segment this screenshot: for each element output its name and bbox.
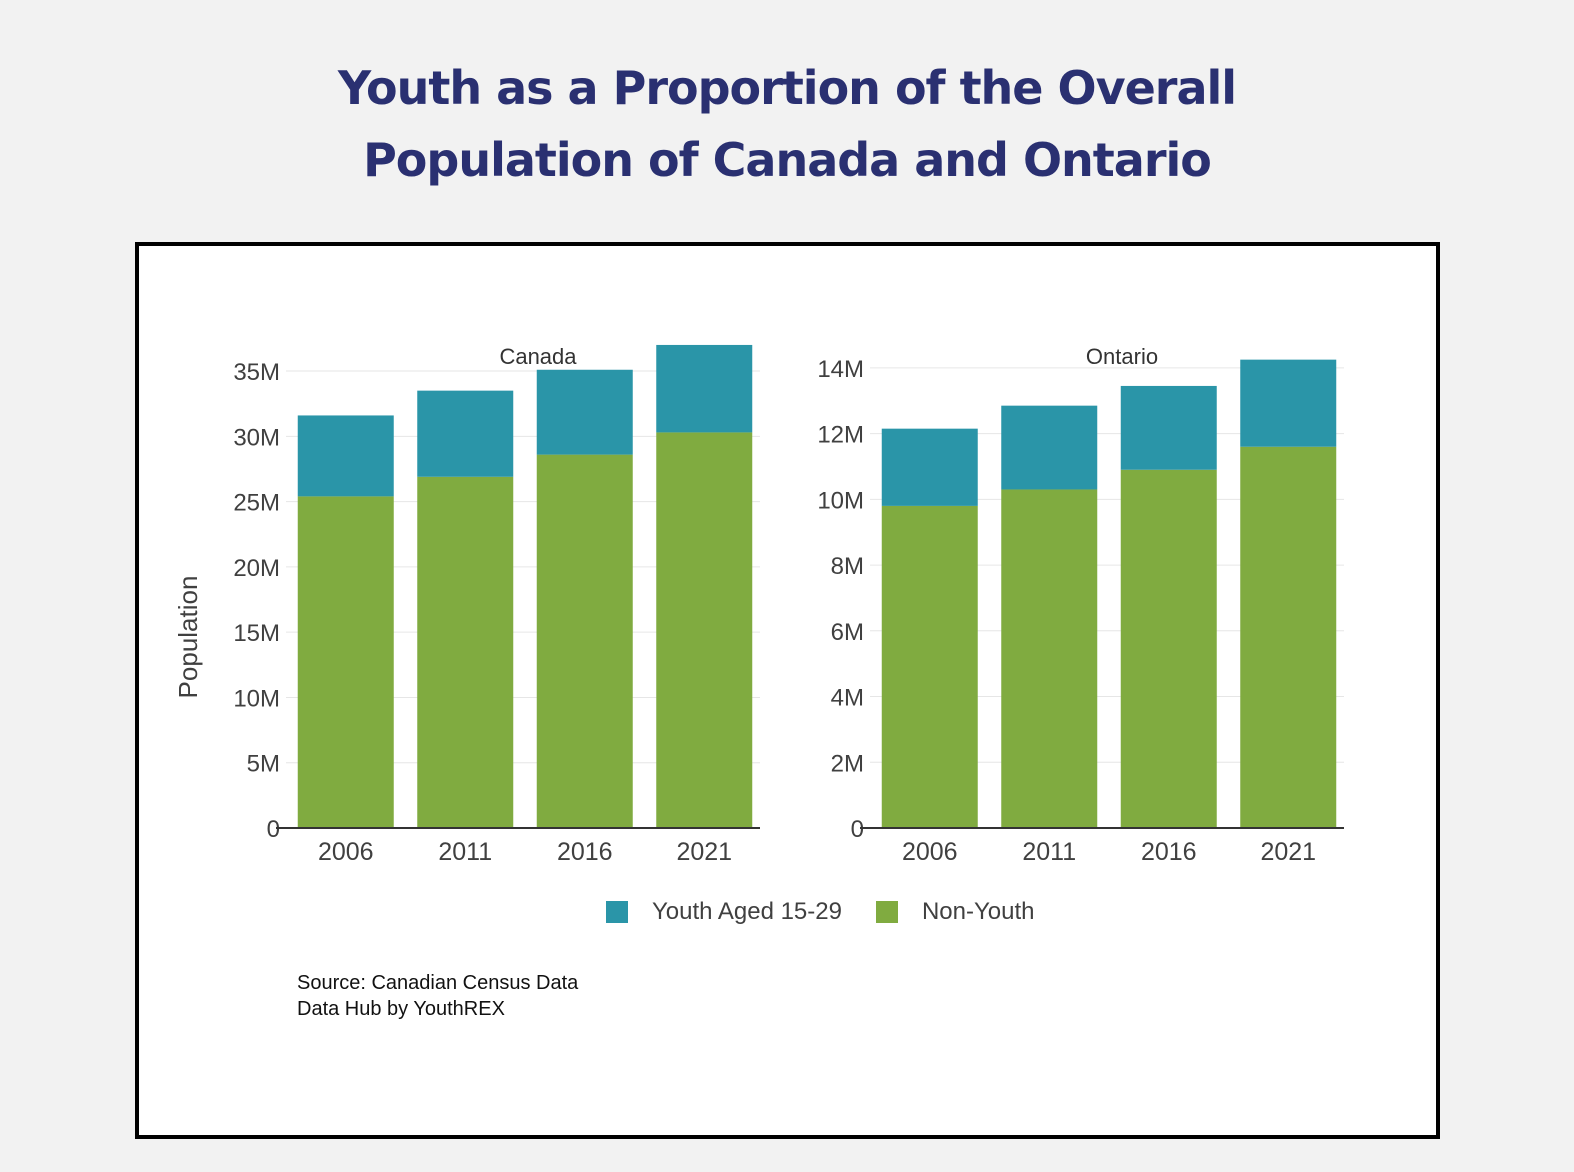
legend-label-youth: Youth Aged 15-29 xyxy=(652,898,842,925)
legend-item-youth: Youth Aged 15-29 xyxy=(606,898,842,926)
legend-label-non-youth: Non-Youth xyxy=(921,898,1035,925)
bar-ontario-2011-youth xyxy=(1001,405,1098,490)
ytick-label-ontario-7: 14M xyxy=(817,356,864,383)
bar-ontario-2011-non-youth xyxy=(1001,489,1098,828)
y-axis-label-canada: Population xyxy=(173,576,203,699)
legend-item-non-youth: Non-Youth xyxy=(875,898,1035,926)
ytick-label-canada-1: 5M xyxy=(247,751,280,778)
bar-canada-2011-non-youth xyxy=(417,476,514,828)
ytick-label-ontario-4: 8M xyxy=(831,553,864,580)
ytick-label-ontario-5: 10M xyxy=(817,487,864,514)
chart-frame: 0 5M 10M 15M 20M 25M 30M 35M 2006 2011 2016 2021 Can… xyxy=(135,242,1440,1139)
xtick-label-canada-2006: 2006 xyxy=(318,838,374,866)
chart-canvas: 0 5M 10M 15M 20M 25M 30M 35M 2006 2011 2016 2021 Can… xyxy=(173,344,1344,866)
page-title-line-1: Youth as a Proportion of the Overall xyxy=(337,61,1237,115)
page-title-line-2: Population of Canada and Ontario xyxy=(363,133,1212,187)
xtick-label-ontario-2016: 2016 xyxy=(1141,838,1197,866)
legend: Youth Aged 15-29 Non-Youth xyxy=(606,894,1069,930)
ytick-label-ontario-6: 12M xyxy=(817,422,864,449)
ytick-label-canada-7: 35M xyxy=(233,359,280,386)
panel-title-ontario: Ontario xyxy=(1086,344,1158,369)
bar-canada-2011-youth xyxy=(417,390,514,477)
bar-canada-2016-youth xyxy=(536,369,633,455)
xtick-label-canada-2011: 2011 xyxy=(438,838,492,866)
ytick-label-canada-2: 10M xyxy=(233,685,280,712)
xtick-label-canada-2016: 2016 xyxy=(557,838,613,866)
ytick-label-canada-3: 15M xyxy=(233,620,280,647)
ytick-label-canada-6: 30M xyxy=(233,424,280,451)
xtick-label-ontario-2021: 2021 xyxy=(1260,838,1316,866)
xtick-label-ontario-2011: 2011 xyxy=(1022,838,1076,866)
page-title: Youth as a Proportion of the Overall Pop… xyxy=(0,52,1574,196)
bar-ontario-2016-youth xyxy=(1120,385,1217,470)
xtick-label-ontario-2006: 2006 xyxy=(902,838,958,866)
ytick-label-ontario-3: 6M xyxy=(831,619,864,646)
bar-canada-2006-non-youth xyxy=(297,496,394,828)
panel-title-canada: Canada xyxy=(499,344,577,369)
bar-canada-2021-non-youth xyxy=(656,432,753,828)
ytick-label-ontario-2: 4M xyxy=(831,685,864,712)
bar-ontario-2016-non-youth xyxy=(1120,469,1217,828)
bar-ontario-2021-non-youth xyxy=(1240,446,1337,828)
bar-canada-2016-non-youth xyxy=(536,454,633,828)
bar-canada-2006-youth xyxy=(297,415,394,497)
ytick-label-ontario-0: 0 xyxy=(851,816,864,843)
bar-ontario-2006-youth xyxy=(881,428,978,506)
source-line-2: Data Hub by YouthREX xyxy=(297,998,505,1020)
ytick-label-canada-4: 20M xyxy=(233,555,280,582)
source-line-1: Source: Canadian Census Data xyxy=(297,972,579,994)
ytick-label-canada-0: 0 xyxy=(267,816,280,843)
legend-swatch-non-youth xyxy=(875,901,898,923)
ytick-label-ontario-1: 2M xyxy=(831,750,864,777)
bar-canada-2021-youth xyxy=(656,344,753,433)
bar-ontario-2021-youth xyxy=(1240,359,1337,447)
source-note: Source: Canadian Census Data Data Hub by… xyxy=(297,970,578,1022)
bar-ontario-2006-non-youth xyxy=(881,505,978,828)
legend-swatch-youth xyxy=(606,901,628,923)
xtick-label-canada-2021: 2021 xyxy=(676,838,732,866)
ytick-label-canada-5: 25M xyxy=(233,490,280,517)
